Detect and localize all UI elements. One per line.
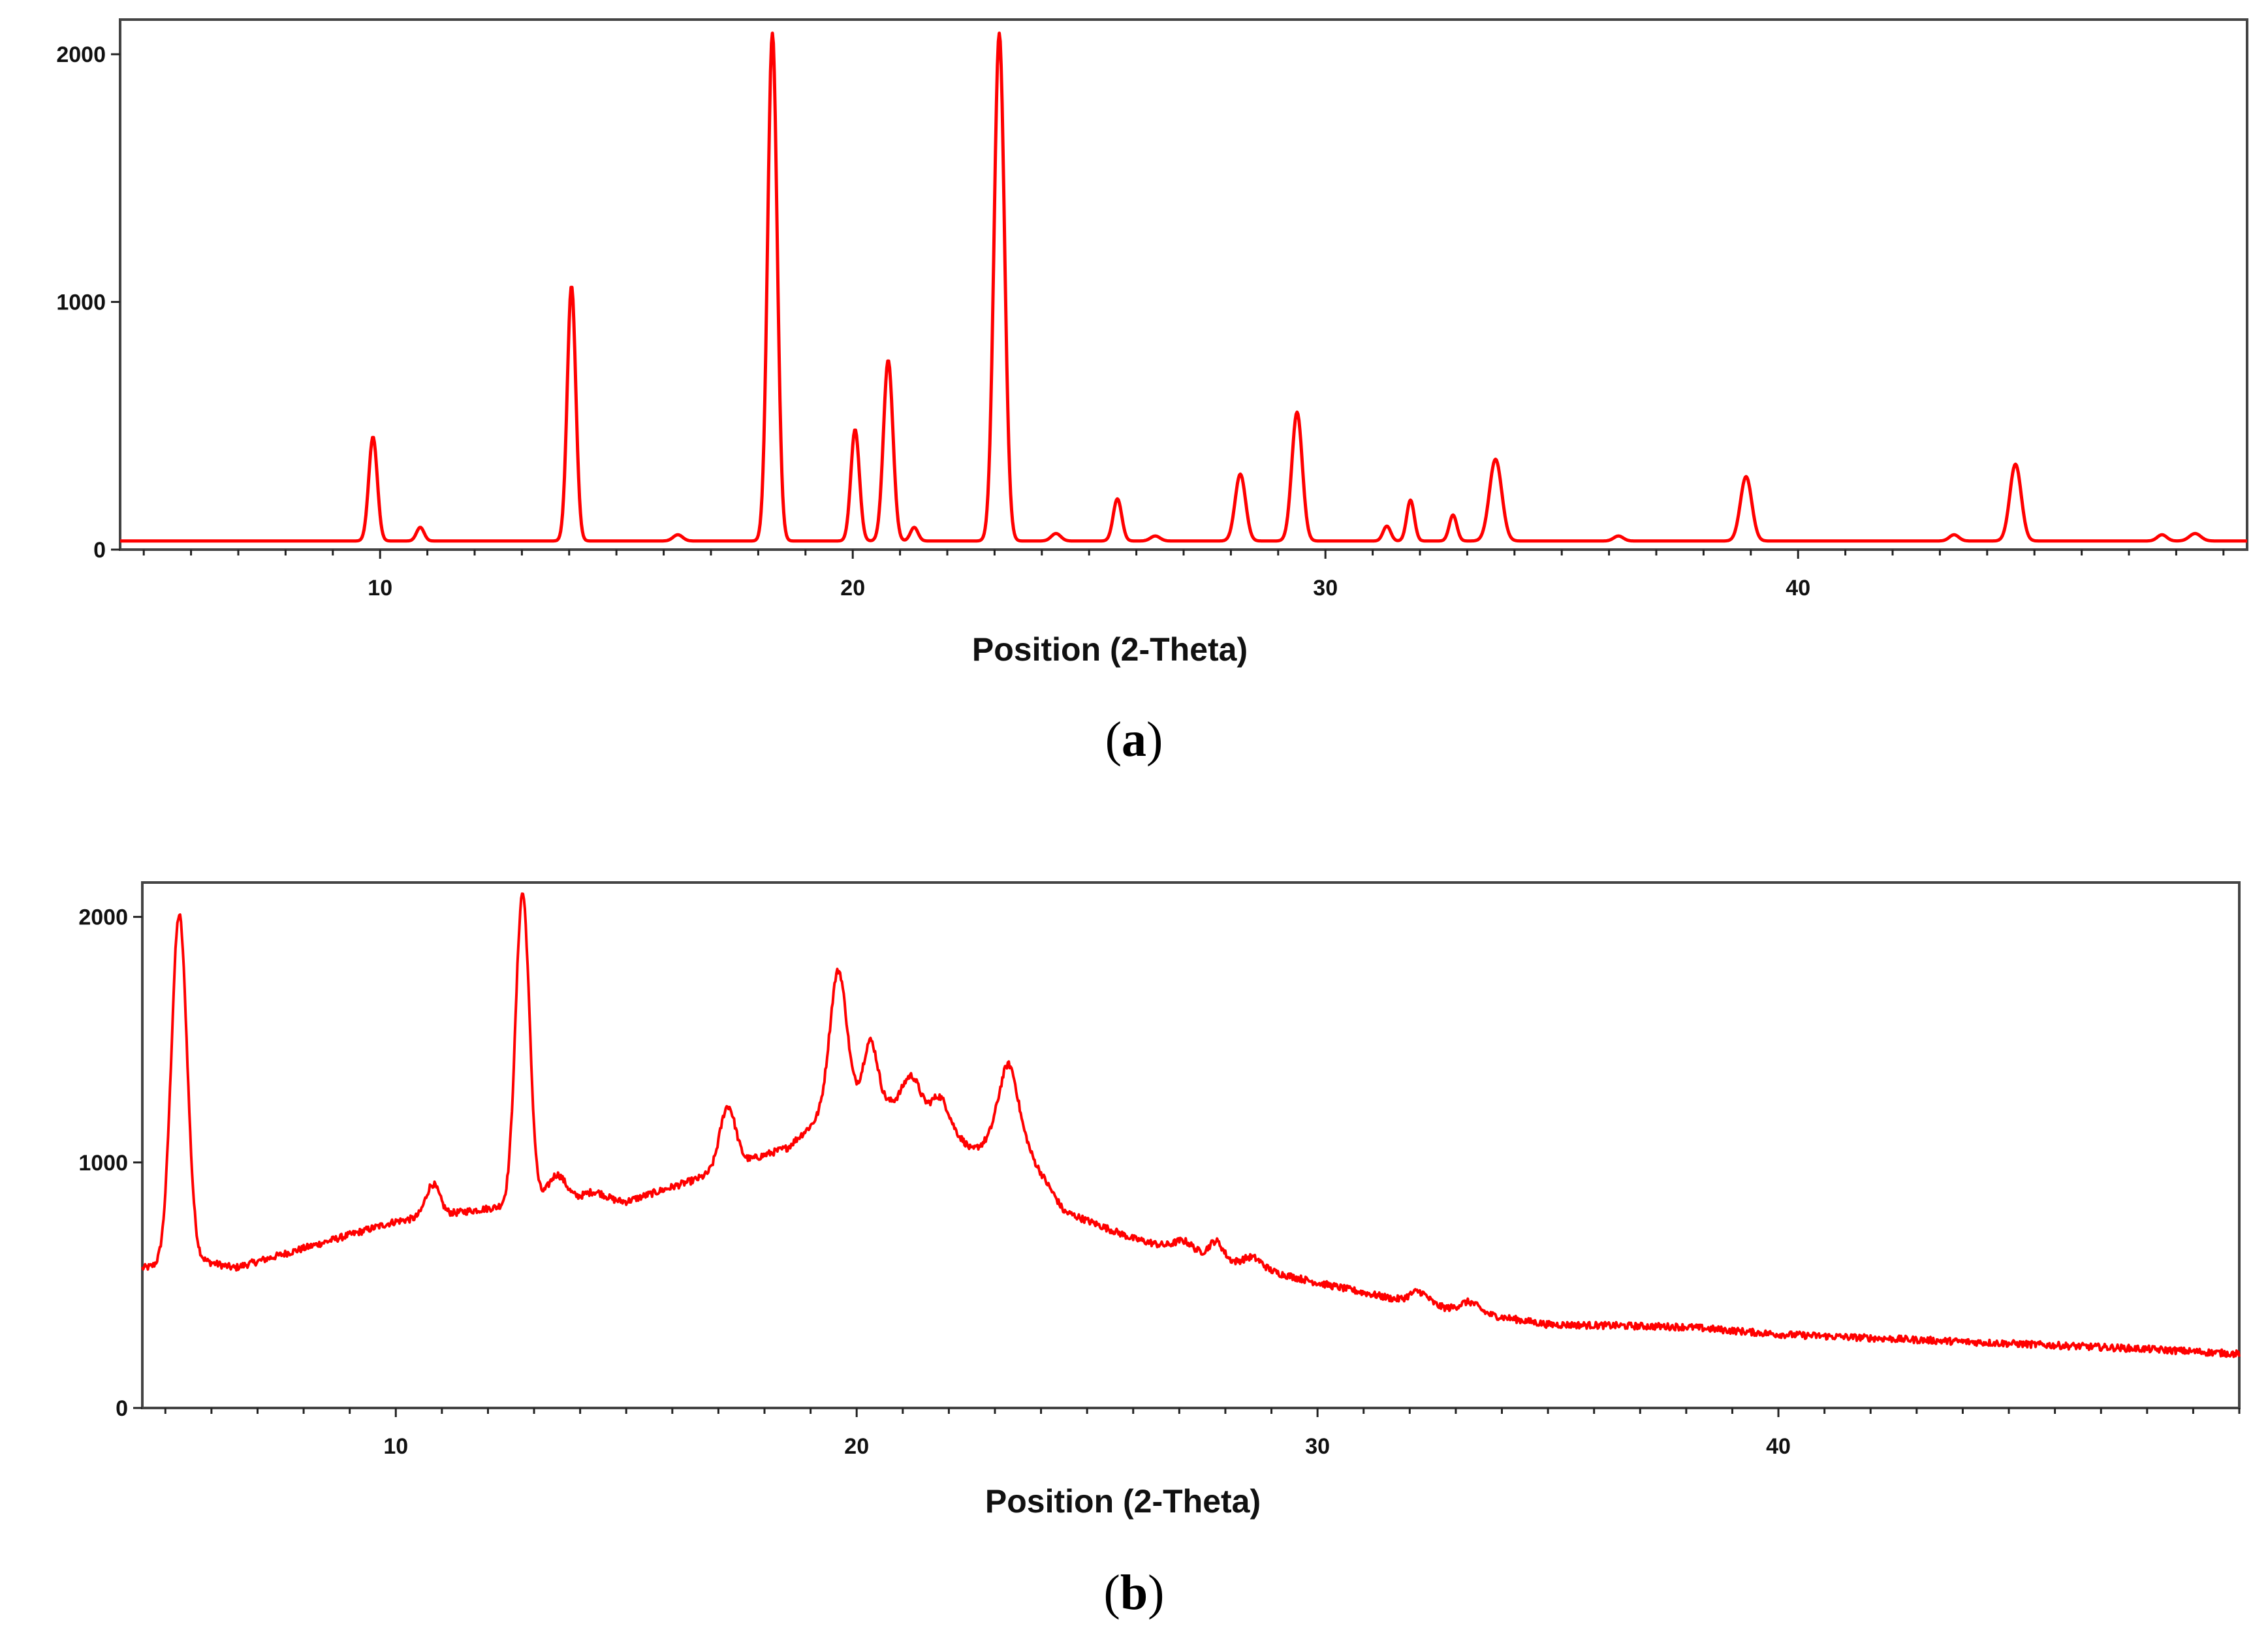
chart-panel-b: 10 20 30 40 0 1000 2000 Position (2-Theta) (b) — [0, 820, 2268, 1641]
chart-a-panel-label: (a) — [1105, 712, 1163, 767]
y-tick-label: 0 — [93, 538, 106, 563]
y-tick-label: 0 — [116, 1396, 128, 1421]
x-tick-label: 10 — [383, 1434, 408, 1459]
chart-a-x-axis-title: Position (2-Theta) — [972, 631, 1248, 668]
chart-panel-a: 10 20 30 40 0 1000 2000 Position (2-Theta) (a) — [0, 0, 2268, 820]
x-tick-label: 30 — [1305, 1434, 1330, 1459]
chart-b-series-line — [141, 892, 2241, 1358]
x-tick-label: 10 — [368, 576, 392, 601]
x-tick-label: 40 — [1786, 576, 1810, 601]
chart-b-tick-labels: 10 20 30 40 0 1000 2000 — [78, 905, 1791, 1459]
chart-a-svg: 10 20 30 40 0 1000 2000 Position (2-Theta) — [56, 18, 2248, 668]
y-tick-label: 2000 — [78, 905, 128, 930]
y-tick-label: 1000 — [78, 1151, 128, 1176]
x-tick-label: 20 — [840, 576, 865, 601]
chart-b-x-axis-title: Position (2-Theta) — [985, 1483, 1261, 1520]
x-tick-label: 30 — [1313, 576, 1338, 601]
chart-a-plot-frame — [119, 18, 2248, 551]
y-tick-label: 1000 — [56, 290, 106, 315]
chart-b-ticks — [133, 916, 2241, 1417]
x-tick-label: 40 — [1766, 1434, 1791, 1459]
chart-a-ticks — [111, 53, 2225, 559]
chart-b-svg: 10 20 30 40 0 1000 2000 Position (2-Theta) — [78, 881, 2241, 1520]
y-tick-label: 2000 — [56, 42, 106, 67]
chart-b-panel-label: (b) — [1103, 1565, 1165, 1620]
chart-a-series-line — [119, 31, 2248, 543]
chart-a-tick-labels: 10 20 30 40 0 1000 2000 — [56, 42, 1810, 601]
chart-b-plot-frame — [141, 881, 2241, 1409]
x-tick-label: 20 — [844, 1434, 869, 1459]
